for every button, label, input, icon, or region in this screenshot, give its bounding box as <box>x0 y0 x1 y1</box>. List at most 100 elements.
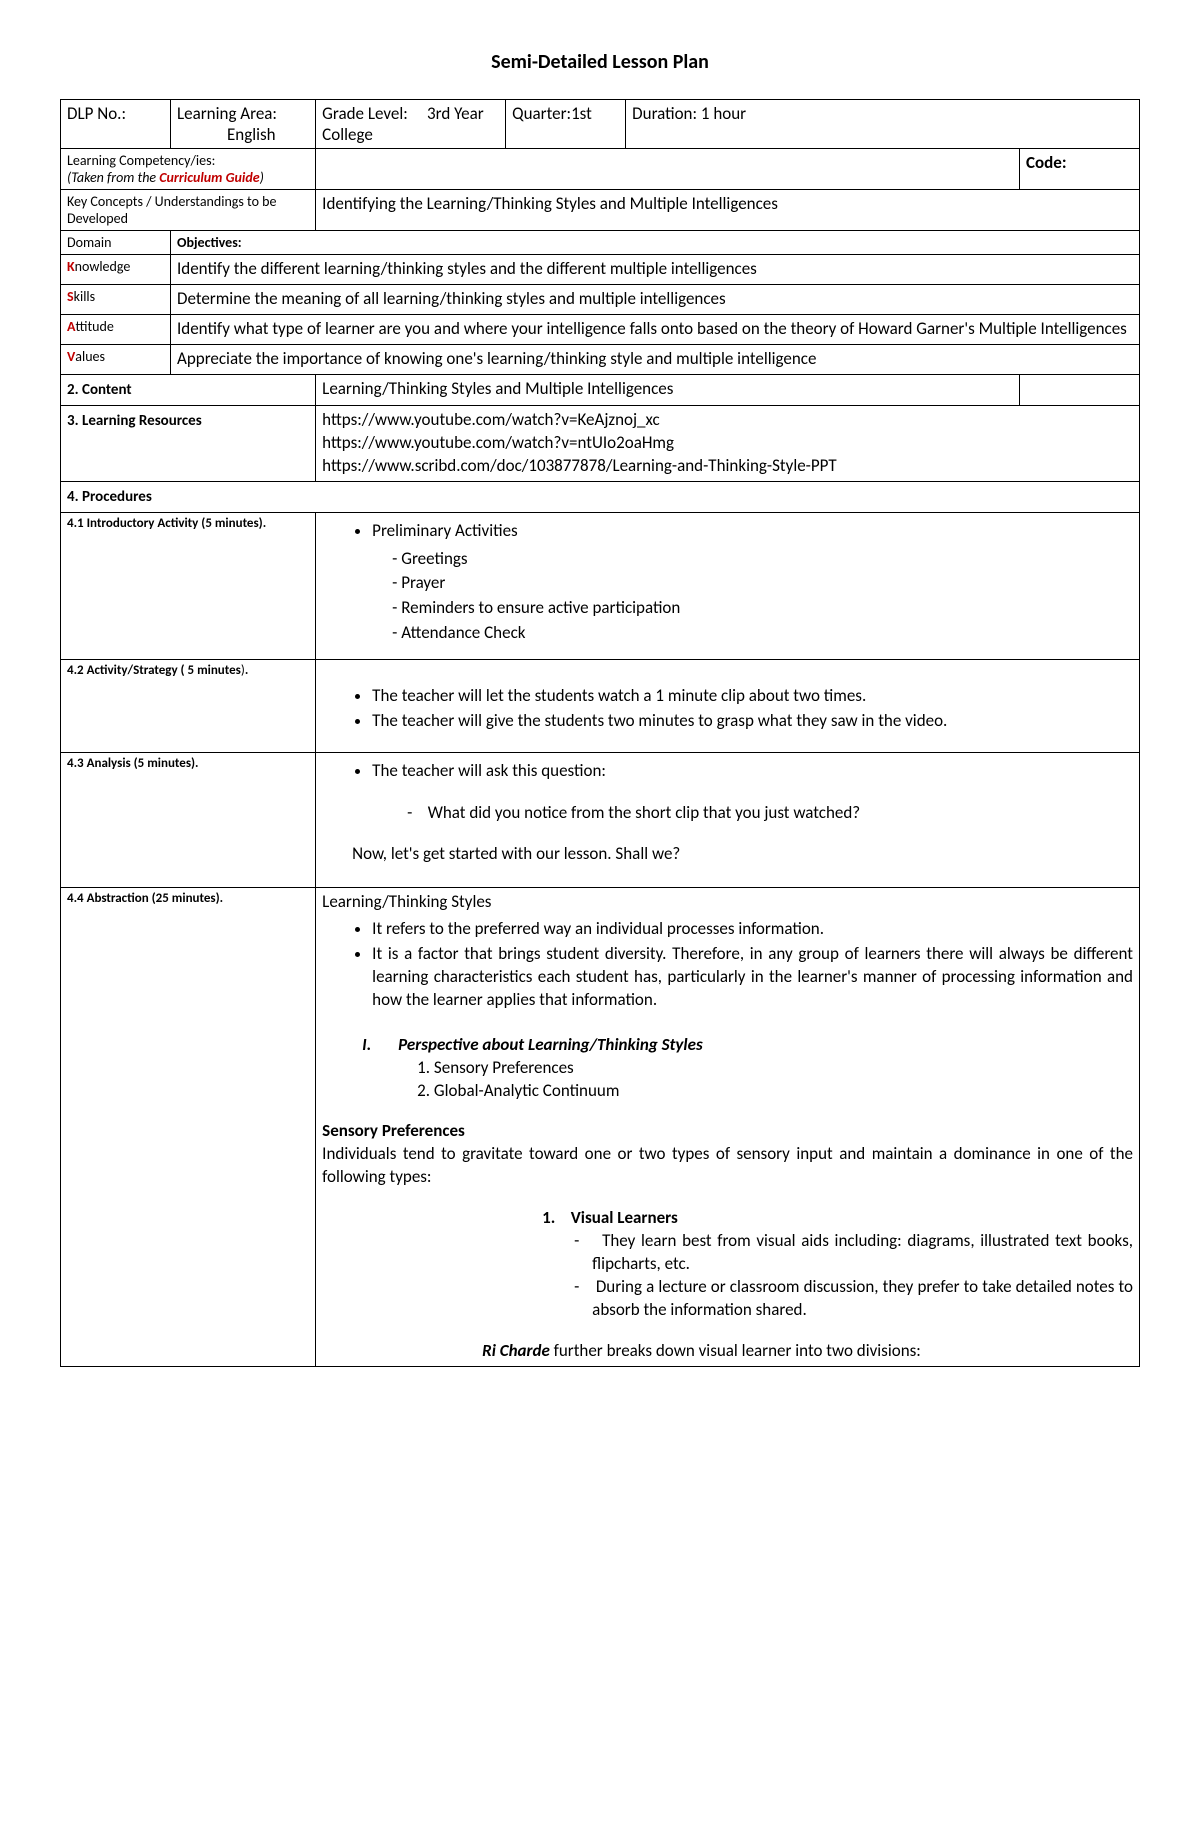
activity-label: 4.2 Activity/Strategy ( 5 minutes). <box>61 660 316 753</box>
resources-label: 3. Learning Resources <box>61 405 316 481</box>
introductory-content: Preliminary Activities - Greetings - Pra… <box>316 512 1140 660</box>
key-concepts-label: Key Concepts / Understandings to be Deve… <box>61 190 316 231</box>
values-label: Values <box>61 344 171 374</box>
knowledge-rest: nowledge <box>75 258 131 275</box>
skills-letter: S <box>67 288 74 305</box>
quarter-value: 1st <box>571 103 592 124</box>
skills-text: Determine the meaning of all learning/th… <box>171 284 1140 314</box>
roman-title: Perspective about Learning/Thinking Styl… <box>398 1034 702 1055</box>
attitude-row: Attitude Identify what type of learner a… <box>61 314 1140 344</box>
resources-values: https://www.youtube.com/watch?v=KeAjznoj… <box>316 405 1140 481</box>
key-concepts-value: Identifying the Learning/Thinking Styles… <box>316 190 1140 231</box>
competency-sub-red: Curriculum Guide <box>159 169 259 186</box>
roman-item: 1. Sensory Preferences <box>417 1057 1133 1080</box>
ri-charde-name: Ri Charde <box>482 1340 550 1361</box>
intro-sub: - Greetings <box>392 547 1133 572</box>
learning-area-label: Learning Area: <box>177 103 277 124</box>
attitude-rest: ttitude <box>75 318 113 335</box>
abstraction-bullet: It is a factor that brings student diver… <box>372 942 1133 1013</box>
activity-label-main: 4.2 Activity/Strategy ( 5 minutes <box>67 663 241 678</box>
analysis-content: The teacher will ask this question: - Wh… <box>316 753 1140 888</box>
duration-cell: Duration: 1 hour <box>626 100 1140 149</box>
competency-label-cell: Learning Competency/ies: (Taken from the… <box>61 149 316 190</box>
intro-bullet: Preliminary Activities <box>372 519 1133 544</box>
introductory-label: 4.1 Introductory Activity (5 minutes). <box>61 512 316 660</box>
intro-sub: - Prayer <box>392 571 1133 596</box>
activity-row: 4.2 Activity/Strategy ( 5 minutes). The … <box>61 660 1140 753</box>
content-label: 2. Content <box>61 374 316 405</box>
competency-row: Learning Competency/ies: (Taken from the… <box>61 149 1140 190</box>
procedures-header-row: 4. Procedures <box>61 481 1140 512</box>
values-row: Values Appreciate the importance of know… <box>61 344 1140 374</box>
duration-value: 1 hour <box>701 103 746 124</box>
content-row: 2. Content Learning/Thinking Styles and … <box>61 374 1140 405</box>
abstraction-bullet: It refers to the preferred way an indivi… <box>372 917 1133 942</box>
knowledge-label: Knowledge <box>61 255 171 285</box>
dlp-no-cell: DLP No.: <box>61 100 171 149</box>
intro-sub: - Attendance Check <box>392 621 1133 646</box>
duration-label: Duration: <box>632 103 697 124</box>
competency-sub-prefix: (Taken from the <box>67 169 159 186</box>
content-value: Learning/Thinking Styles and Multiple In… <box>316 374 1020 405</box>
domain-label: Domain <box>61 231 171 255</box>
visual-learners-item: - They learn best from visual aids inclu… <box>592 1230 1133 1276</box>
skills-row: Skills Determine the meaning of all lear… <box>61 284 1140 314</box>
competency-sub-suffix: ) <box>260 169 264 186</box>
content-empty <box>1020 374 1140 405</box>
analysis-row: 4.3 Analysis (5 minutes). The teacher wi… <box>61 753 1140 888</box>
analysis-label: 4.3 Analysis (5 minutes). <box>61 753 316 888</box>
page-title: Semi-Detailed Lesson Plan <box>60 50 1140 74</box>
lesson-plan-table: DLP No.: Learning Area: English Grade Le… <box>60 99 1140 1367</box>
procedures-label: 4. Procedures <box>61 481 1140 512</box>
visual-learners-head-line: 1. Visual Learners <box>542 1207 1133 1230</box>
analysis-question: - What did you notice from the short cli… <box>407 802 1133 825</box>
abstraction-row: 4.4 Abstraction (25 minutes). Learning/T… <box>61 887 1140 1366</box>
knowledge-row: Knowledge Identify the different learnin… <box>61 255 1140 285</box>
visual-learners-item: - During a lecture or classroom discussi… <box>592 1276 1133 1322</box>
introductory-row: 4.1 Introductory Activity (5 minutes). P… <box>61 512 1140 660</box>
ri-charde-line: Ri Charde further breaks down visual lea… <box>482 1340 1133 1363</box>
skills-rest: kills <box>74 288 95 305</box>
skills-label: Skills <box>61 284 171 314</box>
objectives-label: Objectives: <box>171 231 1140 255</box>
activity-bullet: The teacher will give the students two m… <box>372 709 1133 734</box>
attitude-text: Identify what type of learner are you an… <box>171 314 1140 344</box>
analysis-closing: Now, let's get started with our lesson. … <box>352 843 1133 866</box>
competency-value-cell <box>316 149 1020 190</box>
learning-area-value: English <box>227 124 276 145</box>
analysis-bullet: The teacher will ask this question: <box>372 759 1133 784</box>
visual-learners-num: 1. <box>542 1207 555 1228</box>
abstraction-heading: Learning/Thinking Styles <box>322 891 1133 914</box>
values-text: Appreciate the importance of knowing one… <box>171 344 1140 374</box>
roman-num: I. <box>362 1034 371 1055</box>
quarter-label: Quarter: <box>512 103 571 124</box>
objectives-header-row: Domain Objectives: <box>61 231 1140 255</box>
activity-content: The teacher will let the students watch … <box>316 660 1140 753</box>
knowledge-text: Identify the different learning/thinking… <box>171 255 1140 285</box>
resource-link: https://www.youtube.com/watch?v=KeAjznoj… <box>322 409 1133 432</box>
grade-level-cell: Grade Level: 3rd Year College <box>316 100 506 149</box>
activity-bullet: The teacher will let the students watch … <box>372 684 1133 709</box>
sensory-preferences-text: Individuals tend to gravitate toward one… <box>322 1143 1133 1189</box>
roman-section: I. Perspective about Learning/Thinking S… <box>362 1034 1133 1057</box>
header-row: DLP No.: Learning Area: English Grade Le… <box>61 100 1140 149</box>
key-concepts-row: Key Concepts / Understandings to be Deve… <box>61 190 1140 231</box>
values-rest: alues <box>75 348 105 365</box>
competency-label: Learning Competency/ies: <box>67 152 309 169</box>
learning-area-cell: Learning Area: English <box>171 100 316 149</box>
sensory-preferences-head: Sensory Preferences <box>322 1120 1133 1143</box>
code-cell: Code: <box>1020 149 1140 190</box>
grade-level-label: Grade Level: <box>322 103 408 124</box>
quarter-cell: Quarter:1st <box>506 100 626 149</box>
resource-link: https://www.youtube.com/watch?v=ntUIo2oa… <box>322 432 1133 455</box>
visual-learners-head: Visual Learners <box>571 1207 678 1228</box>
knowledge-letter: K <box>67 258 75 275</box>
resources-row: 3. Learning Resources https://www.youtub… <box>61 405 1140 481</box>
attitude-label: Attitude <box>61 314 171 344</box>
ri-charde-rest: further breaks down visual learner into … <box>550 1340 921 1361</box>
intro-sub: - Reminders to ensure active participati… <box>392 596 1133 621</box>
resource-link: https://www.scribd.com/doc/103877878/Lea… <box>322 455 1133 478</box>
abstraction-content: Learning/Thinking Styles It refers to th… <box>316 887 1140 1366</box>
abstraction-label: 4.4 Abstraction (25 minutes). <box>61 887 316 1366</box>
roman-item: 2. Global-Analytic Continuum <box>417 1080 1133 1103</box>
